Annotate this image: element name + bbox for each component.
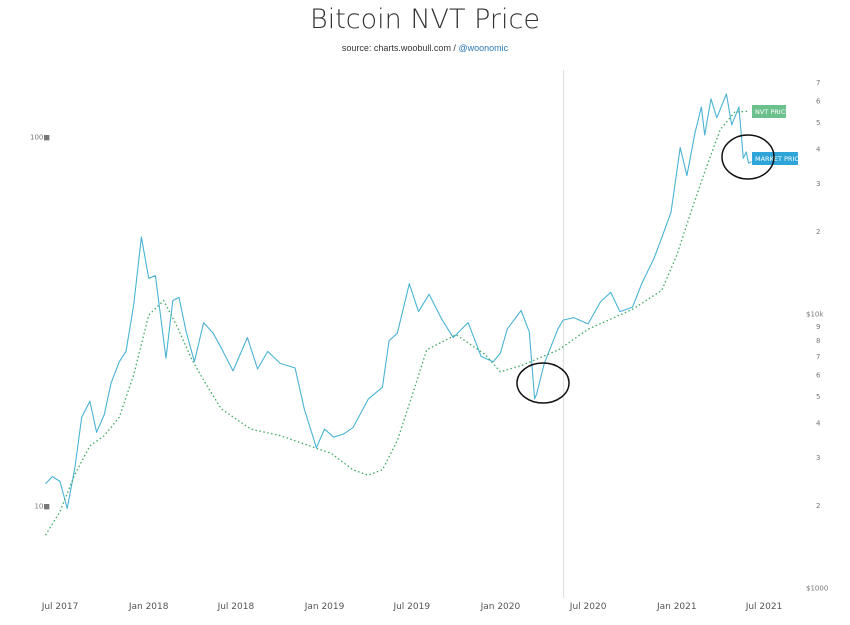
right-axis-tick-label: 5 [816,393,820,401]
source-text: source: charts.woobull.com / [341,43,459,53]
right-axis-tick-label: $1000 [806,585,828,593]
annotation-circle [516,362,570,404]
right-axis-tick-label: 8 [816,337,820,345]
nvt-price-label-box [752,105,786,118]
x-axis-tick-label: Jan 2018 [128,602,169,612]
nvt-price-label: NVT PRICE [755,108,789,116]
right-axis-tick-label: 7 [816,79,820,87]
x-axis-tick-label: Jul 2017 [41,602,79,612]
x-axis-tick-label: Jan 2019 [304,602,345,612]
right-axis-tick-label: 7 [816,353,820,361]
x-axis-tick-label: Jul 2020 [569,602,607,612]
x-axis-tick-label: Jul 2018 [217,602,255,612]
right-axis-tick-label: 6 [816,371,821,379]
right-axis-tick-label: 2 [816,502,820,510]
right-axis-tick-label: 9 [816,323,820,331]
right-axis-tick-label: 3 [816,180,820,188]
x-axis-tick-label: Jan 2021 [656,602,697,612]
annotation-circle [721,134,775,180]
right-axis-tick-label: 4 [816,420,821,428]
right-axis-tick-label: 2 [816,228,820,236]
right-axis-tick-label: $10k [806,311,824,319]
right-axis-tick-label: 4 [816,146,821,154]
chart-title: Bitcoin NVT Price [310,4,540,35]
x-axis-tick-label: Jul 2019 [392,602,430,612]
left-axis-tick-label: 10■ [34,503,50,511]
x-axis-tick-label: Jul 2021 [745,602,783,612]
right-axis-tick-label: 5 [816,119,820,127]
left-axis-tick-label: 100■ [30,134,50,142]
chart-subtitle: source: charts.woobull.com / @woonomic [0,43,850,53]
market-price-line [45,93,752,510]
market-price-label-box [752,152,798,165]
right-axis-tick-label: 6 [816,97,821,105]
right-axis-tick-label: 3 [816,454,820,462]
author-link[interactable]: @woonomic [458,43,509,53]
nvt-price-line [44,110,750,536]
market-price-label: MARKET PRICE [755,155,803,163]
x-axis-tick-label: Jan 2020 [480,602,521,612]
